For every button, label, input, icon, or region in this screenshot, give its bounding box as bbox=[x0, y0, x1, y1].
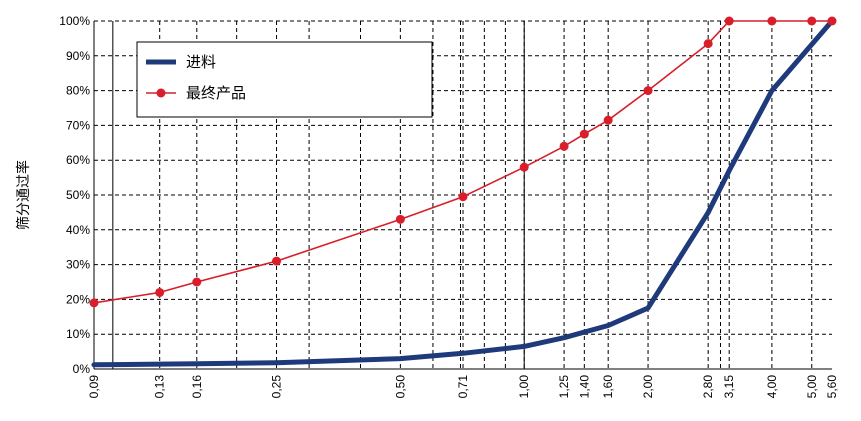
data-point-1 bbox=[89, 298, 99, 308]
x-tick-label: 0,09 bbox=[87, 375, 101, 399]
legend-box bbox=[136, 41, 433, 118]
x-tick-label: 0,25 bbox=[270, 375, 284, 399]
y-tick-label: 30% bbox=[66, 258, 90, 272]
y-tick-label: 100% bbox=[59, 14, 90, 28]
y-tick-labels: 0% 10% 20% 30% 40% 50% 60% 70% 80% 90% 100% bbox=[59, 14, 90, 376]
x-tick-label: 1,40 bbox=[577, 375, 591, 399]
y-tick-label: 0% bbox=[73, 362, 91, 376]
y-axis-label: 筛分通过率 bbox=[15, 160, 32, 230]
y-tick-label: 90% bbox=[66, 49, 90, 63]
y-tick-label: 60% bbox=[66, 153, 90, 167]
legend-label-final-product: 最终产品 bbox=[186, 84, 246, 102]
series-layer bbox=[89, 16, 837, 368]
x-tick-label: 1,00 bbox=[517, 375, 531, 399]
data-point-1 bbox=[458, 192, 468, 202]
x-tick-label: 1,25 bbox=[557, 375, 571, 399]
x-tick-label: 1,60 bbox=[601, 375, 615, 399]
x-tick-label: 4,00 bbox=[765, 375, 779, 399]
data-point-1 bbox=[579, 129, 589, 139]
legend-label-feed: 进料 bbox=[186, 53, 216, 71]
x-tick-labels: 0,09 0,13 0,16 0,25 0,50 0,71 1,00 1,25 1,40 1,60… bbox=[87, 375, 839, 399]
x-tick-label: 5,60 bbox=[825, 375, 839, 399]
y-tick-label: 20% bbox=[66, 292, 90, 306]
x-tick-label: 0,16 bbox=[190, 375, 204, 399]
data-point-1 bbox=[192, 277, 202, 287]
x-tick-label: 0,50 bbox=[393, 375, 407, 399]
data-point-1 bbox=[703, 39, 713, 49]
y-tick-label: 70% bbox=[66, 118, 90, 132]
data-point-1 bbox=[827, 16, 837, 26]
data-point-1 bbox=[272, 256, 282, 266]
y-tick-label: 80% bbox=[66, 84, 90, 98]
legend-marker-final-product bbox=[156, 88, 166, 98]
legend: 进料 最终产品 bbox=[136, 41, 433, 118]
x-tick-label: 0,71 bbox=[456, 375, 470, 399]
data-point-1 bbox=[603, 115, 613, 125]
x-tick-label: 2,80 bbox=[701, 375, 715, 399]
axes bbox=[93, 21, 832, 370]
series-line-0 bbox=[91, 18, 835, 368]
data-point-1 bbox=[643, 86, 653, 96]
series-line-1 bbox=[93, 20, 833, 304]
data-point-1 bbox=[395, 214, 405, 224]
y-tick-label: 40% bbox=[66, 223, 90, 237]
data-point-1 bbox=[767, 16, 777, 26]
data-point-1 bbox=[155, 287, 165, 297]
data-point-1 bbox=[559, 141, 569, 151]
y-tick-label: 50% bbox=[66, 188, 90, 202]
data-point-1 bbox=[807, 16, 817, 26]
x-tick-label: 0,13 bbox=[153, 375, 167, 399]
data-point-1 bbox=[519, 162, 529, 172]
x-tick-label: 3,15 bbox=[722, 375, 736, 399]
x-tick-label: 2,00 bbox=[641, 375, 655, 399]
y-tick-label: 10% bbox=[66, 327, 90, 341]
x-tick-label: 5,00 bbox=[805, 375, 819, 399]
data-point-1 bbox=[724, 16, 734, 26]
